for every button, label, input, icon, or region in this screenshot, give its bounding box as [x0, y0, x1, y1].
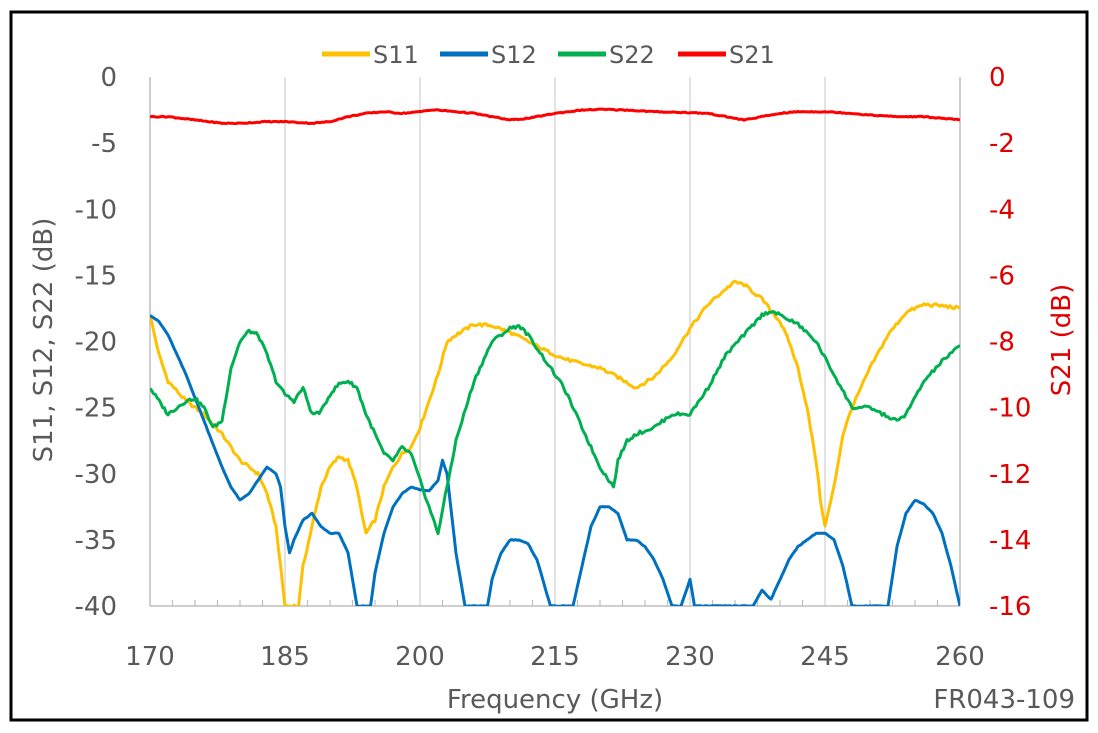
- series-line-s21: [150, 107, 960, 126]
- legend-label-s11: S11: [373, 41, 419, 69]
- legend: S11 S12 S22 S21: [322, 41, 775, 69]
- x-tick-label-260: 260: [935, 642, 985, 672]
- series-line-s11: [150, 279, 960, 606]
- legend-label-s22: S22: [609, 41, 655, 69]
- x-tick-label-230: 230: [665, 642, 715, 672]
- y-axis-title-right: S21 (dB): [1047, 284, 1077, 396]
- series-line-s22: [150, 309, 960, 536]
- legend-label-s21: S21: [729, 41, 775, 69]
- y-left-tick-label--25: -25: [75, 394, 117, 424]
- x-tick-label-245: 245: [800, 642, 850, 672]
- y-right-tick-label--4: -4: [989, 195, 1015, 225]
- y-left-tick-label--35: -35: [75, 526, 117, 556]
- y-right-tick-label--2: -2: [989, 129, 1015, 159]
- y-left-tick-label--20: -20: [75, 328, 117, 358]
- x-tick-label-170: 170: [125, 642, 175, 672]
- y-right-tick-label--6: -6: [989, 261, 1015, 291]
- y-left-tick-label--40: -40: [75, 592, 117, 622]
- y-right-tick-label--8: -8: [989, 328, 1015, 358]
- series-group: [150, 107, 960, 606]
- series-line-s12: [150, 314, 960, 606]
- tick-labels: 170 185 200 215 230 245 2600-5-10-15-20-25-30-…: [75, 63, 1032, 672]
- y-left-tick-label--30: -30: [75, 460, 117, 490]
- x-tick-label-185: 185: [260, 642, 310, 672]
- figure-id: FR043-109: [933, 685, 1075, 715]
- y-axis-title-left: S11, S12, S22 (dB): [29, 218, 59, 463]
- y-right-tick-label--16: -16: [989, 592, 1031, 622]
- x-axis-title: Frequency (GHz): [447, 685, 663, 715]
- y-right-tick-label--10: -10: [989, 394, 1031, 424]
- y-right-tick-label--12: -12: [989, 460, 1031, 490]
- legend-label-s12: S12: [491, 41, 537, 69]
- y-left-tick-label--10: -10: [75, 195, 117, 225]
- x-tick-label-200: 200: [395, 642, 445, 672]
- x-tick-label-215: 215: [530, 642, 580, 672]
- y-right-tick-label-0: 0: [989, 63, 1006, 93]
- y-right-tick-label--14: -14: [989, 526, 1031, 556]
- y-left-tick-label--15: -15: [75, 261, 117, 291]
- y-left-tick-label--5: -5: [91, 129, 117, 159]
- y-left-tick-label-0: 0: [100, 63, 117, 93]
